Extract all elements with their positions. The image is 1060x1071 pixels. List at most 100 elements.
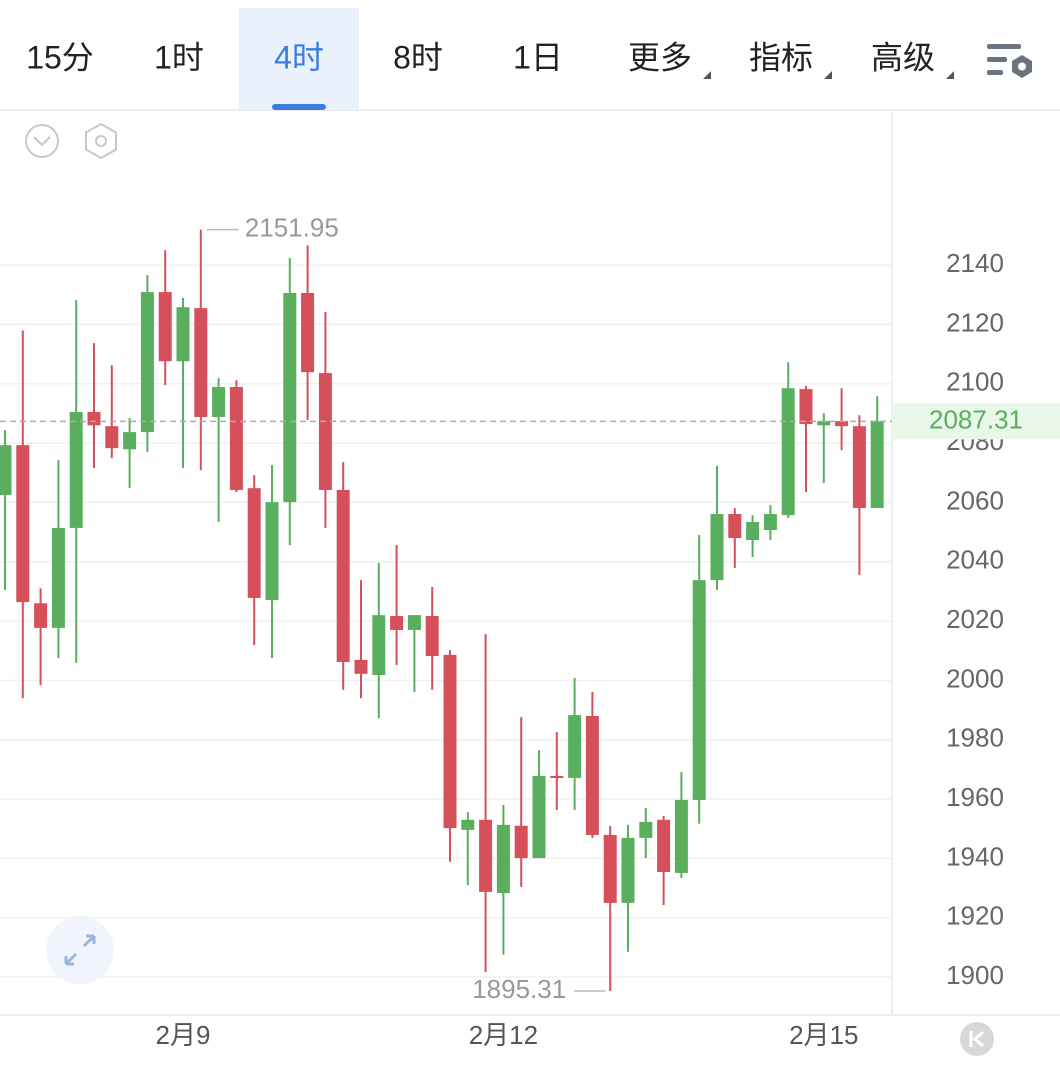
candle-body xyxy=(746,521,760,541)
candle-body xyxy=(0,445,12,495)
candle-body xyxy=(425,616,439,657)
candle-body xyxy=(407,615,421,630)
candle-body xyxy=(710,513,724,581)
candle-body xyxy=(835,421,849,427)
candle-body xyxy=(817,421,831,426)
candle-body xyxy=(372,615,386,676)
collapse-icon[interactable] xyxy=(25,124,59,158)
last-price-label: 2087.31 xyxy=(929,404,1023,434)
tab[interactable]: 8时 xyxy=(393,39,443,75)
y-tick-label: 2040 xyxy=(946,545,1004,575)
y-tick-label: 2060 xyxy=(946,485,1004,515)
dropdown-caret xyxy=(824,71,832,79)
candle-body xyxy=(69,411,83,528)
candle-body xyxy=(443,654,457,829)
candle-body xyxy=(728,513,742,539)
tab[interactable]: 15分 xyxy=(26,39,94,75)
candle-body xyxy=(51,527,65,628)
tab[interactable]: 4时 xyxy=(274,39,324,75)
icon-circle xyxy=(25,124,59,158)
candle-body xyxy=(247,488,261,598)
candle-body xyxy=(87,411,101,426)
icon-hole xyxy=(95,135,107,147)
candle-body xyxy=(674,799,688,873)
x-tick-label: 2月15 xyxy=(789,1020,858,1050)
candle-body xyxy=(283,292,297,503)
tab[interactable]: 更多 xyxy=(628,39,692,75)
dropdown-caret xyxy=(946,71,954,79)
candle-body xyxy=(479,819,493,892)
active-tab-indicator xyxy=(272,104,326,110)
candle-body xyxy=(123,432,137,450)
candle-body xyxy=(585,715,599,835)
x-tick-label: 2月9 xyxy=(156,1020,211,1050)
plot xyxy=(0,229,892,991)
candle-body xyxy=(336,489,350,663)
candle-body xyxy=(229,387,243,490)
y-tick-label: 2020 xyxy=(946,604,1004,634)
candle-body xyxy=(194,308,208,417)
candle-body xyxy=(34,603,48,628)
y-tick-label: 2140 xyxy=(946,248,1004,278)
icon-bar xyxy=(987,44,1021,49)
active-tab-bg xyxy=(239,8,359,110)
tab[interactable]: 高级 xyxy=(871,39,935,75)
candle-body xyxy=(639,821,653,838)
candle-body xyxy=(301,292,315,373)
candle-body xyxy=(265,502,279,601)
expand-arrows xyxy=(64,934,96,966)
icon-chevron xyxy=(33,136,51,147)
y-tick-label: 1940 xyxy=(946,841,1004,871)
hex-settings-icon[interactable] xyxy=(85,122,117,160)
y-tick-label: 1960 xyxy=(946,782,1004,812)
candle-body xyxy=(318,373,332,490)
tab[interactable]: 1时 xyxy=(154,39,204,75)
candle-body xyxy=(692,580,706,800)
candle-body xyxy=(390,616,404,630)
y-tick-label: 2100 xyxy=(946,367,1004,397)
tab[interactable]: 1日 xyxy=(513,39,563,75)
candle-body xyxy=(657,819,671,873)
candle-body xyxy=(603,834,617,903)
candle-body xyxy=(158,292,172,362)
candle-body xyxy=(514,825,528,859)
min-label: 1895.31 xyxy=(472,974,566,1004)
candle-body xyxy=(568,715,582,778)
candle-body xyxy=(799,389,813,425)
y-tick-label: 2000 xyxy=(946,663,1004,693)
candle-body xyxy=(621,837,635,903)
candle-body xyxy=(496,824,510,894)
candle-body xyxy=(140,292,154,433)
y-tick-label: 2120 xyxy=(946,307,1004,337)
last-price-bg xyxy=(892,403,1060,440)
candle-body xyxy=(870,421,884,509)
button-glyph xyxy=(969,1030,984,1048)
y-tick-label: 1900 xyxy=(946,960,1004,990)
icon-hex xyxy=(85,122,117,160)
candle-body xyxy=(550,775,564,778)
icon-bar xyxy=(987,57,1007,62)
candle-body xyxy=(16,445,30,603)
candle-body xyxy=(763,513,777,530)
candle-body xyxy=(461,819,475,830)
scroll-latest-button[interactable] xyxy=(960,1022,994,1056)
candle-body xyxy=(354,659,368,674)
icon-hole xyxy=(1018,62,1026,71)
expand-button[interactable] xyxy=(46,916,114,984)
candle-body xyxy=(781,388,795,516)
candle-body xyxy=(105,426,119,449)
settings-icon[interactable] xyxy=(987,44,1032,78)
icon-bar xyxy=(987,70,1003,75)
x-tick-label: 2月12 xyxy=(469,1020,538,1050)
candle-body xyxy=(852,426,866,509)
max-label: 2151.95 xyxy=(245,213,339,243)
y-tick-label: 1920 xyxy=(946,901,1004,931)
dropdown-caret xyxy=(703,71,711,79)
candle-body xyxy=(176,307,190,362)
button-bg xyxy=(46,916,114,984)
tab[interactable]: 指标 xyxy=(749,39,813,75)
candle-body xyxy=(532,775,546,859)
candle-body xyxy=(212,387,226,417)
